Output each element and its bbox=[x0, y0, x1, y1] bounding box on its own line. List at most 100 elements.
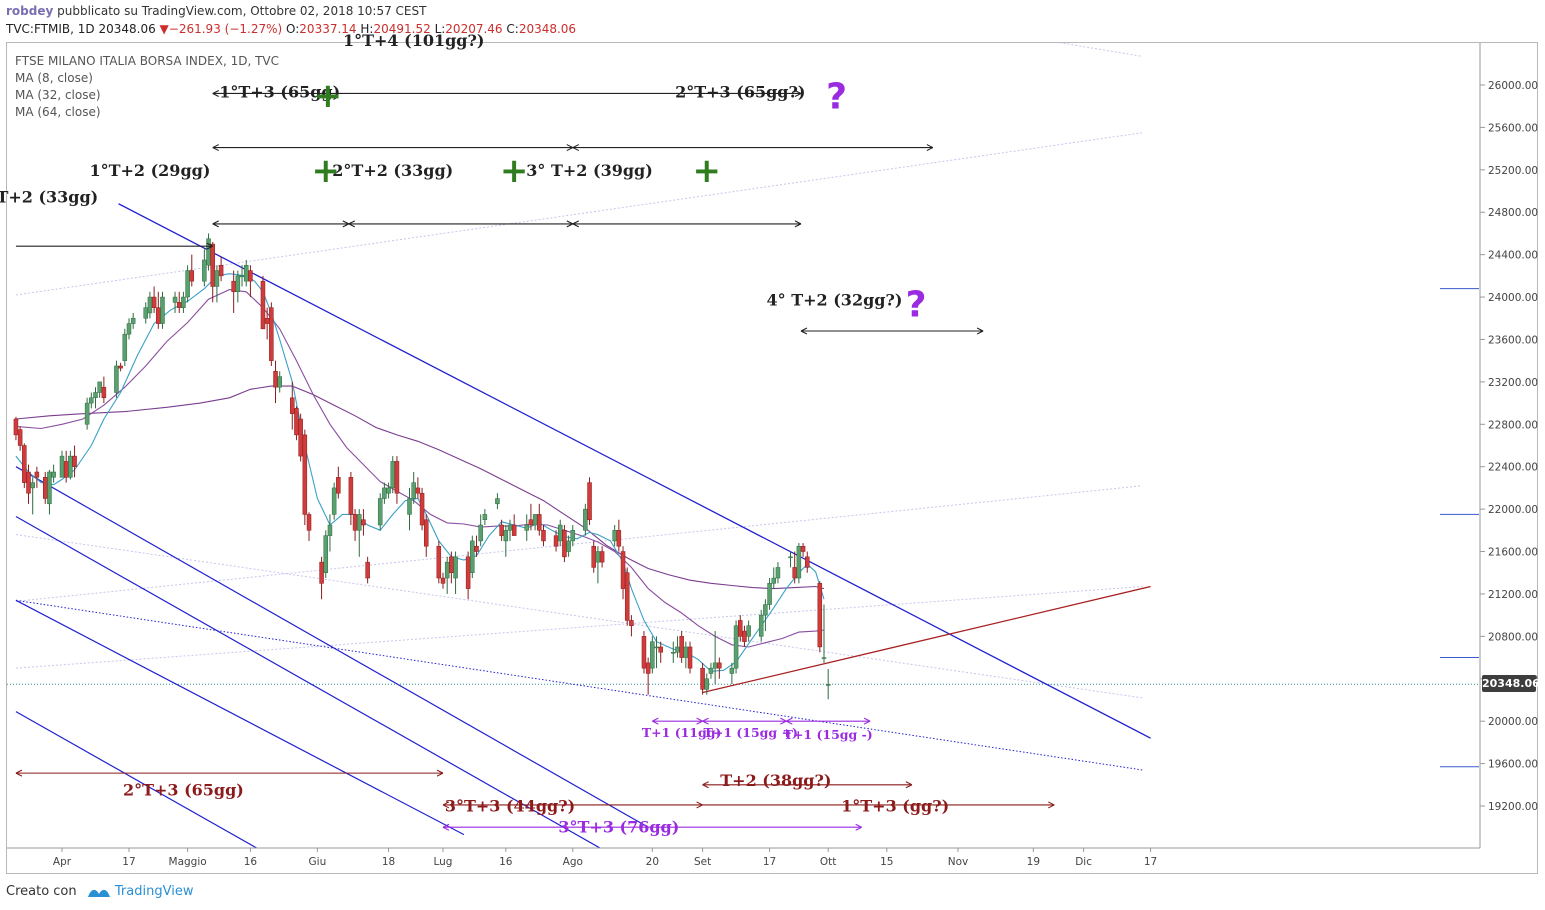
close-value: 20348.06 bbox=[518, 22, 577, 36]
candle-body bbox=[792, 567, 797, 579]
legend-ma32[interactable]: MA (32, close) bbox=[15, 88, 101, 102]
arrow-head bbox=[212, 144, 219, 152]
candle bbox=[264, 307, 270, 340]
y-tick-label: 22800.00 bbox=[1488, 419, 1538, 431]
annotation-label: 1°T+2 (29gg) bbox=[89, 161, 210, 180]
channel-line bbox=[15, 516, 602, 848]
candle-body bbox=[93, 392, 98, 399]
username[interactable]: robdey bbox=[6, 4, 54, 18]
arrow-head bbox=[572, 144, 580, 152]
arrow-head bbox=[572, 220, 580, 228]
candle bbox=[147, 291, 153, 319]
candle bbox=[583, 503, 588, 536]
x-tick-label: 17 bbox=[122, 856, 135, 868]
green-plus-icon: + bbox=[314, 76, 343, 116]
candle bbox=[612, 525, 617, 547]
candle bbox=[176, 291, 182, 313]
candle-body bbox=[97, 381, 102, 393]
candle bbox=[566, 535, 571, 557]
candle-body bbox=[407, 498, 412, 515]
candle-body bbox=[185, 270, 190, 298]
candle-body bbox=[243, 265, 249, 282]
candle-body bbox=[532, 514, 538, 526]
candle bbox=[767, 578, 772, 610]
candle bbox=[17, 426, 23, 451]
candle bbox=[758, 609, 764, 642]
candle-body bbox=[537, 514, 542, 531]
candle bbox=[357, 509, 362, 557]
x-tick-label: Set bbox=[694, 856, 711, 868]
candle bbox=[218, 256, 224, 282]
arrow-head bbox=[566, 220, 574, 228]
arrow-head bbox=[794, 220, 802, 228]
annotation-label: 2°T+2 (33gg) bbox=[332, 161, 453, 180]
candle bbox=[424, 514, 429, 557]
candle-body bbox=[239, 275, 245, 278]
candle bbox=[821, 604, 827, 663]
candle bbox=[587, 477, 592, 526]
legend-ma8[interactable]: MA (8, close) bbox=[15, 71, 93, 85]
candle bbox=[130, 312, 136, 329]
candle-body bbox=[620, 551, 626, 589]
arrow-head bbox=[696, 801, 703, 809]
candle-body bbox=[729, 667, 735, 674]
candle-body bbox=[189, 270, 195, 282]
candle-body bbox=[658, 646, 663, 653]
candle-body bbox=[63, 461, 69, 478]
candle-body bbox=[181, 296, 186, 308]
candle bbox=[557, 519, 563, 547]
annotation: T+1 (15gg -) bbox=[784, 717, 873, 742]
candle-body bbox=[712, 662, 718, 669]
candle bbox=[260, 275, 266, 330]
candle bbox=[156, 291, 161, 329]
low-value: 20207.46 bbox=[445, 22, 503, 36]
open-label: O: bbox=[286, 22, 300, 36]
candle bbox=[474, 535, 479, 557]
candle-body bbox=[231, 280, 236, 293]
candle bbox=[298, 413, 303, 462]
candle bbox=[273, 360, 278, 404]
candle bbox=[43, 472, 48, 504]
candle-body bbox=[126, 323, 132, 335]
candle bbox=[746, 620, 751, 642]
candle bbox=[231, 270, 236, 313]
candle-body bbox=[143, 307, 148, 319]
candle bbox=[189, 254, 195, 287]
candle-body bbox=[650, 641, 655, 669]
candle-body bbox=[43, 477, 48, 499]
candle bbox=[160, 291, 165, 329]
x-tick-label: Ott bbox=[820, 856, 837, 868]
candle bbox=[444, 556, 450, 594]
candle bbox=[591, 540, 596, 573]
chart-frame[interactable] bbox=[6, 42, 1538, 874]
publish-info: robdey pubblicato su TradingView.com, Ot… bbox=[6, 4, 426, 18]
candle bbox=[742, 625, 747, 647]
arrow-head bbox=[926, 144, 934, 152]
candle-body bbox=[206, 238, 211, 266]
annotation-label: 4° T+2 (32gg?) bbox=[767, 291, 903, 310]
candle-body bbox=[151, 296, 157, 308]
candle bbox=[319, 556, 324, 600]
candle bbox=[235, 270, 241, 303]
candle-body bbox=[599, 551, 605, 563]
candle-body bbox=[235, 275, 241, 293]
annotation-label: 3° T+2 (39gg) bbox=[526, 161, 653, 180]
candle-body bbox=[390, 461, 396, 489]
candle-body bbox=[298, 418, 303, 457]
candle-body bbox=[68, 455, 73, 478]
tradingview-brand[interactable]: TradingView bbox=[114, 884, 194, 899]
candle-body bbox=[357, 514, 362, 531]
legend-ma64[interactable]: MA (64, close) bbox=[15, 105, 101, 119]
candle bbox=[532, 514, 538, 531]
candle bbox=[13, 416, 19, 441]
candle-body bbox=[478, 524, 483, 542]
y-tick-label: 19600.00 bbox=[1488, 759, 1538, 771]
candle-body bbox=[528, 519, 534, 526]
arrow-head bbox=[863, 717, 871, 725]
high-label: H: bbox=[360, 22, 374, 36]
candle-body bbox=[687, 646, 693, 669]
x-tick-label: Dic bbox=[1075, 856, 1092, 868]
y-tick-label: 20800.00 bbox=[1488, 631, 1538, 643]
candle-body bbox=[591, 545, 596, 568]
